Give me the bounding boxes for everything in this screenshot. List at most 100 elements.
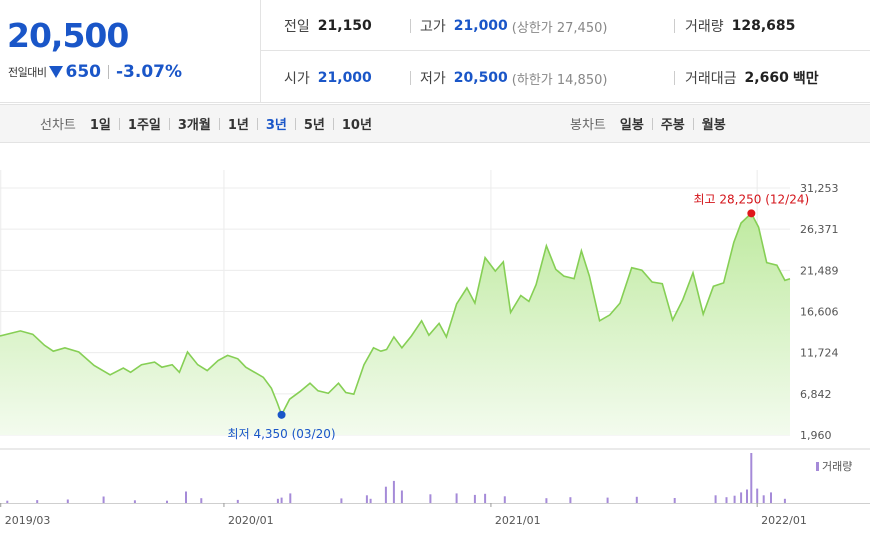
price-line — [0, 211, 791, 417]
tab-weekly-candle[interactable]: 주봉 — [660, 118, 685, 133]
change-row: 전일대비 650 -3.07% — [8, 62, 182, 82]
divider — [651, 117, 653, 130]
line-chart-label: 선차트 — [40, 118, 76, 133]
price-chart-svg: 31,253 26,371 21,489 16,606 11,724 6,842 1,960… — [0, 170, 870, 527]
volume-bar — [635, 496, 638, 503]
y-tick-label: 1,960 — [800, 429, 832, 442]
tab-1-week[interactable]: 1주일 — [127, 118, 161, 133]
volume-bar — [733, 495, 736, 503]
volume-bar — [236, 499, 239, 503]
tab-daily-candle[interactable]: 일봉 — [619, 118, 644, 133]
volume-bar — [6, 500, 9, 503]
divider — [674, 19, 675, 33]
high-price: 고가 21,000 (상한가 27,450) — [420, 16, 607, 36]
volume-bar — [280, 497, 283, 503]
prev-close-label: 전일 — [284, 19, 310, 35]
volume-bar — [133, 500, 136, 503]
volume-bar — [750, 453, 753, 503]
open-price: 시가 21,000 — [284, 68, 372, 88]
volume-bar — [276, 498, 279, 503]
volume-bar — [569, 497, 572, 503]
prev-close: 전일 21,150 — [284, 16, 372, 36]
y-tick-label: 6,842 — [800, 388, 832, 401]
volume-bar — [484, 493, 487, 503]
divider — [410, 19, 411, 33]
volume-bar — [455, 493, 458, 503]
tab-3-years[interactable]: 3년 — [265, 118, 287, 133]
y-tick-label: 21,489 — [800, 264, 839, 277]
x-tick-label: 2019/03 — [5, 514, 51, 527]
current-price: 20,500 — [7, 16, 129, 55]
stats-row-2: 시가 21,000 저가 20,500 (하한가 14,850) 거래대금 2,… — [261, 51, 870, 102]
volume-bar — [746, 489, 748, 503]
trade-amount: 거래대금 2,660 백만 — [685, 68, 819, 88]
volume-legend-label: 거래량 — [822, 460, 852, 473]
divider — [118, 117, 120, 130]
quote-stats: 전일 21,150 고가 21,000 (상한가 27,450) 거래량 128… — [261, 0, 870, 103]
tab-1-day[interactable]: 1일 — [89, 118, 111, 133]
x-tick-label: 2020/01 — [228, 514, 274, 527]
candle-chart-tabs: 봉차트 일봉 주봉 월봉 — [570, 105, 726, 142]
volume-bar — [673, 498, 676, 503]
open-value: 21,000 — [317, 70, 372, 86]
chart-period-tabs: 선차트 1일 1주일 3개월 1년 3년 5년 10년 봉차트 일봉 주봉 월봉 — [0, 104, 870, 143]
y-tick-label: 26,371 — [800, 223, 839, 236]
candle-chart-label: 봉차트 — [570, 118, 606, 133]
amount-value: 2,660 — [744, 70, 789, 86]
divider — [218, 117, 220, 130]
volume-bar — [429, 494, 432, 503]
high-annotation: 최고 28,250 (12/24) — [694, 192, 810, 206]
volume-bar — [770, 492, 772, 503]
tab-monthly-candle[interactable]: 월봉 — [701, 118, 726, 133]
tab-1-year[interactable]: 1년 — [227, 118, 249, 133]
volume-bar — [384, 486, 387, 503]
lower-limit: (하한가 14,850) — [511, 72, 608, 88]
down-triangle-icon — [49, 66, 64, 78]
volume-bar — [185, 491, 187, 503]
volume-bar — [503, 496, 506, 503]
volume-value: 128,685 — [731, 18, 796, 34]
low-value: 20,500 — [453, 70, 508, 86]
stats-row-1: 전일 21,150 고가 21,000 (상한가 27,450) 거래량 128… — [261, 0, 870, 51]
volume-bar — [289, 493, 292, 503]
high-marker — [747, 209, 756, 218]
volume-legend-swatch — [816, 462, 819, 471]
divider — [674, 71, 675, 85]
divider — [294, 117, 296, 130]
low-annotation: 최저 4,350 (03/20) — [228, 427, 336, 441]
change-label: 전일대비 — [8, 66, 47, 79]
change-amount: 650 — [65, 62, 101, 82]
stock-quote-panel: 20,500 전일대비 650 -3.07% 전일 21,150 고가 21,0… — [0, 0, 870, 103]
amount-unit: 백만 — [792, 71, 819, 87]
x-tick-label: 2022/01 — [761, 514, 807, 527]
high-value: 21,000 — [453, 18, 508, 34]
divider — [332, 117, 334, 130]
volume-bar — [340, 498, 343, 503]
tab-3-months[interactable]: 3개월 — [177, 118, 211, 133]
current-price-box: 20,500 전일대비 650 -3.07% — [0, 0, 261, 103]
volume-bar — [400, 490, 403, 503]
y-tick-label: 16,606 — [800, 306, 839, 319]
divider — [410, 71, 411, 85]
tab-5-years[interactable]: 5년 — [303, 118, 325, 133]
tab-10-years[interactable]: 10년 — [341, 118, 372, 133]
high-label: 고가 — [420, 19, 446, 35]
volume-bar — [36, 500, 39, 503]
volume-bar — [756, 488, 759, 503]
low-marker — [277, 410, 286, 419]
volume-bar — [473, 494, 476, 503]
volume-label: 거래량 — [685, 19, 724, 35]
volume-bar — [66, 499, 69, 503]
volume-bar — [102, 496, 105, 503]
prev-close-value: 21,150 — [317, 18, 372, 34]
low-label: 저가 — [420, 71, 446, 87]
volume-bar — [365, 495, 368, 503]
price-chart: 31,253 26,371 21,489 16,606 11,724 6,842 1,960… — [0, 170, 870, 537]
volume-bar — [166, 500, 168, 503]
divider — [692, 117, 694, 130]
divider — [107, 65, 109, 79]
volume-bar — [200, 498, 203, 503]
upper-limit: (상한가 27,450) — [511, 20, 608, 36]
volume-bar — [725, 497, 728, 503]
low-price: 저가 20,500 (하한가 14,850) — [420, 68, 607, 88]
